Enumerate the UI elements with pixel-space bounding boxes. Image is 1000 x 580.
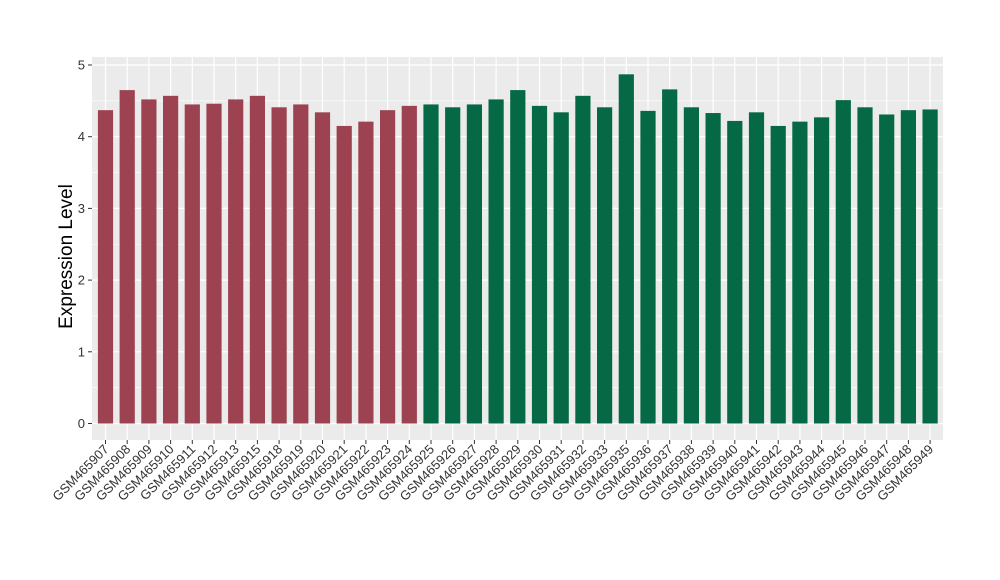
bar-GSM465945 <box>835 100 851 424</box>
bar-GSM465926 <box>445 107 461 424</box>
bar-GSM465909 <box>141 99 157 424</box>
bar-GSM465949 <box>922 109 938 424</box>
bar-GSM465924 <box>401 105 417 424</box>
bar-GSM465918 <box>271 107 287 424</box>
bar-GSM465925 <box>423 104 439 424</box>
bar-GSM465931 <box>553 112 569 424</box>
bar-GSM465936 <box>640 110 656 424</box>
bar-GSM465929 <box>510 90 526 424</box>
bar-GSM465940 <box>727 120 743 424</box>
bar-GSM465921 <box>336 125 352 424</box>
y-tick-label: 1 <box>78 344 85 359</box>
bar-GSM465938 <box>683 107 699 424</box>
bar-GSM465928 <box>488 99 504 424</box>
bar-GSM465920 <box>314 112 331 424</box>
bar-GSM465913 <box>228 99 244 424</box>
bar-GSM465939 <box>705 113 721 424</box>
y-tick-label: 3 <box>78 201 85 216</box>
bar-GSM465911 <box>184 104 200 424</box>
bar-GSM465907 <box>97 110 114 424</box>
y-axis-title: Expression Level <box>56 184 77 329</box>
bar-GSM465946 <box>857 107 873 424</box>
bar-GSM465922 <box>358 121 374 424</box>
bar-GSM465947 <box>879 114 895 424</box>
bar-GSM465912 <box>206 103 222 424</box>
bar-GSM465927 <box>466 104 482 424</box>
bar-GSM465944 <box>814 117 830 424</box>
bar-GSM465923 <box>380 110 396 424</box>
bar-GSM465933 <box>597 107 613 424</box>
bar-GSM465935 <box>618 74 634 424</box>
bar-GSM465937 <box>662 89 678 424</box>
bar-GSM465919 <box>293 104 309 424</box>
bar-GSM465948 <box>900 110 916 424</box>
bar-GSM465915 <box>249 95 265 424</box>
bar-GSM465943 <box>792 121 808 424</box>
x-axis: GSM465907GSM465908GSM465909GSM465910GSM4… <box>49 440 936 504</box>
bars-layer <box>97 74 938 424</box>
y-tick-label: 5 <box>78 58 85 73</box>
bar-GSM465942 <box>770 125 786 424</box>
y-tick-label: 2 <box>78 273 85 288</box>
bar-GSM465930 <box>531 105 548 424</box>
y-tick-label: 0 <box>78 416 85 431</box>
bar-GSM465932 <box>575 95 591 424</box>
bar-GSM465910 <box>163 95 179 424</box>
y-axis: 0 1 2 3 4 5 <box>78 58 92 431</box>
y-tick-label: 4 <box>78 129 85 144</box>
bar-GSM465941 <box>748 112 765 424</box>
bar-GSM465908 <box>119 90 135 424</box>
